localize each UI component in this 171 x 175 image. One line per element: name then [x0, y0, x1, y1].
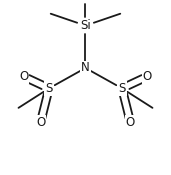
Text: N: N — [81, 61, 90, 75]
Text: S: S — [45, 82, 53, 95]
Text: O: O — [126, 116, 135, 129]
Text: S: S — [118, 82, 126, 95]
Text: O: O — [36, 116, 45, 129]
Text: O: O — [19, 70, 28, 83]
Text: O: O — [143, 70, 152, 83]
Text: Si: Si — [80, 19, 91, 32]
